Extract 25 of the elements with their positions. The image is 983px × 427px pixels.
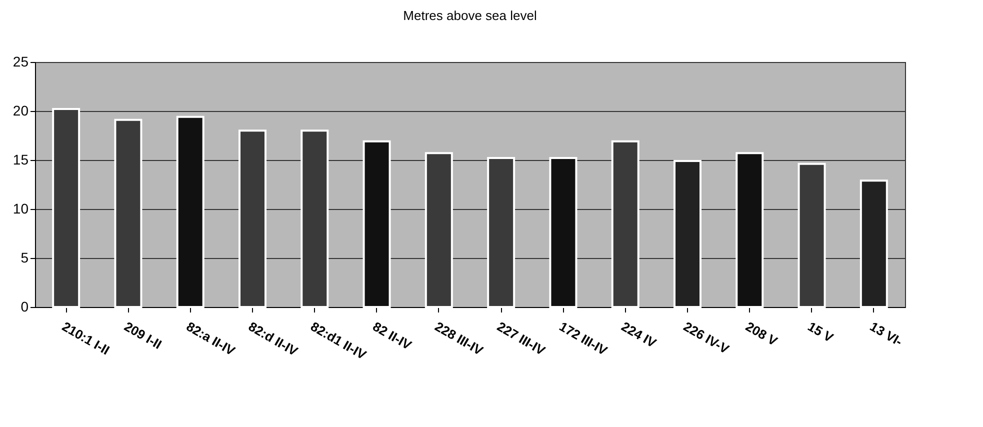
x-tick-label: 226 IV-V [681,318,732,357]
bar [549,157,578,308]
x-tick-label: 209 I-II [122,318,164,352]
bar [362,140,391,308]
x-tick-label: 228 III-IV [432,318,486,358]
x-tick-label: 172 III-IV [556,318,610,358]
x-tick-label: 224 IV [618,318,660,351]
bar [674,160,702,308]
y-tick-label: 15 [12,152,29,168]
x-tick-label: 15 V [805,318,836,346]
chart-title: Metres above sea level [403,8,537,23]
y-tick-label: 25 [12,54,29,70]
x-tick-label: 82 II-IV [370,318,414,353]
x-tick-label: 227 III-IV [494,318,548,358]
y-tick-label: 5 [20,250,29,266]
x-tick-label: 82:a II-IV [184,318,238,359]
x-tick-label: 82:d II-IV [246,318,301,360]
y-tick-label: 0 [20,298,29,314]
x-tick-label: 208 V [743,318,780,349]
bar [736,152,764,308]
y-tick-label: 20 [12,102,29,118]
x-tick-label: 13 VI- [867,318,905,350]
bar [176,116,204,308]
bar [860,180,888,308]
y-tick-label: 10 [12,200,29,216]
